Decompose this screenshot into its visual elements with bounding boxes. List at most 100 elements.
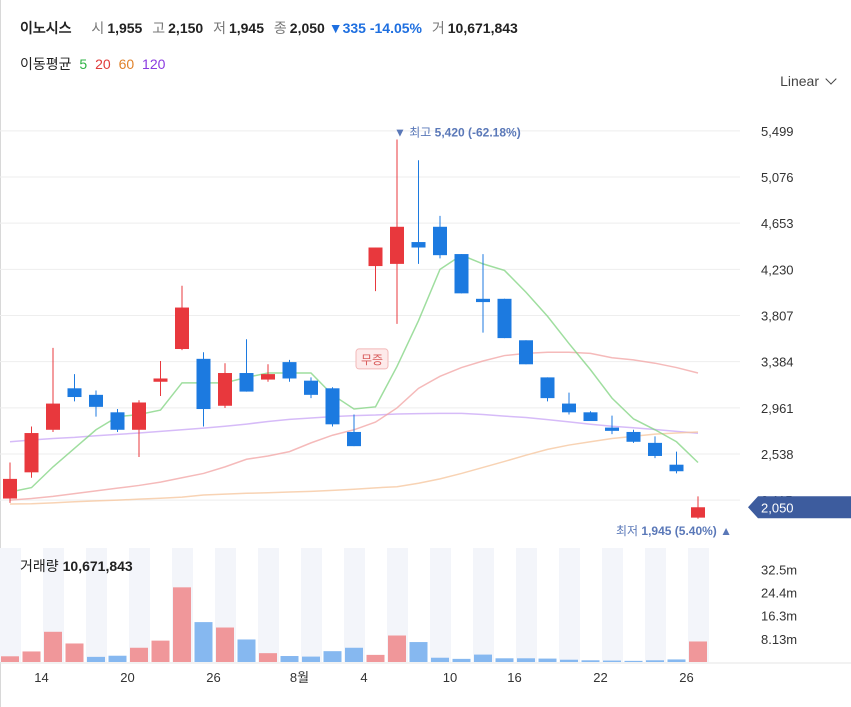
high-annotation-prefix: ▼ 최고	[394, 125, 435, 139]
ma-legend-5[interactable]: 5	[79, 56, 88, 72]
candle-body	[562, 403, 576, 413]
volume-bar	[323, 651, 342, 662]
volume-bar	[237, 639, 256, 662]
event-badge	[355, 348, 389, 370]
price-header: 이노시스 시 1,955 고 2,150 저 1,945 종 2,050 ▼335 -1…	[20, 18, 518, 38]
volume-band	[688, 548, 709, 662]
y-tick-label: 4,230	[761, 262, 794, 277]
volume-bar	[603, 660, 621, 662]
x-tick-label: 14	[34, 670, 48, 685]
volume-bar	[194, 622, 213, 662]
volume-bar	[259, 653, 277, 662]
candle-body	[669, 464, 684, 472]
volume-bar	[302, 656, 320, 662]
y-tick-label: 2,961	[761, 401, 794, 416]
ma-legend-120[interactable]: 120	[142, 56, 166, 72]
y-tick-label: 5,499	[761, 124, 794, 139]
x-tick-label: 16	[507, 670, 521, 685]
volume-tick-label: 24.4m	[761, 585, 797, 600]
y-tick-label: 5,076	[761, 170, 794, 185]
volume-band	[473, 548, 494, 662]
volume-band	[559, 548, 580, 662]
ma-legend-60[interactable]: 60	[118, 56, 135, 72]
volume-band	[344, 548, 365, 662]
y-tick-label: 3,807	[761, 309, 794, 324]
scale-dropdown[interactable]: Linear	[780, 73, 837, 89]
volume-title-label: 거래량	[20, 558, 59, 574]
candle-body	[691, 507, 705, 518]
candle-body	[175, 307, 189, 350]
candle-body	[540, 377, 555, 399]
x-tick-label: 4	[360, 670, 367, 685]
candle-body	[347, 431, 361, 447]
candle-body	[132, 402, 146, 430]
candle-body	[519, 340, 533, 365]
volume-bar	[474, 654, 492, 662]
candle-body	[3, 478, 17, 499]
stock-name: 이노시스	[20, 20, 72, 36]
volume-tick-label: 32.5m	[761, 562, 797, 577]
volume-bar	[1, 656, 19, 662]
volume-bar	[452, 658, 471, 662]
volume-bar	[130, 647, 148, 662]
candle-body	[24, 433, 39, 473]
volume-label: 거	[431, 20, 445, 36]
x-tick-label: 20	[120, 670, 134, 685]
close-value: 2,050	[289, 20, 325, 36]
volume-bar	[409, 642, 428, 662]
close-label: 종	[273, 20, 287, 36]
volume-bar	[581, 660, 600, 662]
candle-body	[110, 412, 125, 430]
volume-bar	[624, 660, 643, 662]
volume-band	[387, 548, 408, 662]
y-tick-label: 4,653	[761, 216, 794, 231]
candle-body	[239, 373, 254, 392]
volume-band	[129, 548, 150, 662]
volume-bar	[538, 658, 557, 662]
volume-band	[430, 548, 451, 662]
candle-body	[476, 298, 490, 303]
volume-band	[645, 548, 666, 662]
volume-bar	[388, 635, 406, 662]
candle-body	[648, 442, 662, 456]
low-label: 저	[213, 20, 226, 36]
volume-bar	[22, 651, 41, 662]
volume-bar	[216, 627, 234, 662]
candle-body	[626, 431, 641, 442]
volume-bar	[65, 643, 84, 662]
low-value: 1,945	[228, 20, 265, 36]
open-label: 시	[91, 20, 105, 36]
ma-legend-label: 이동평균	[20, 56, 72, 72]
volume-bar	[87, 656, 105, 662]
ma5-line	[9, 254, 699, 493]
volume-bar	[108, 655, 127, 662]
ma-legend-20[interactable]: 20	[95, 56, 111, 72]
candle-body	[368, 247, 383, 267]
x-tick-label: 10	[443, 670, 457, 685]
volume-bar	[280, 656, 299, 662]
candle-body	[433, 226, 447, 256]
x-tick-label: 22	[593, 670, 607, 685]
volume-band	[258, 548, 279, 662]
volume-title-value: 10,671,843	[62, 558, 133, 574]
panel-border	[0, 0, 1, 707]
x-tick-label: 26	[679, 670, 693, 685]
scale-dropdown-label: Linear	[780, 73, 819, 89]
candle-body	[261, 374, 275, 380]
high-annotation: ▼ 최고 5,420 (-62.18%)	[394, 125, 521, 139]
candle-body	[218, 373, 232, 406]
volume-bar	[517, 658, 535, 662]
candle-body	[411, 242, 426, 248]
volume-band	[86, 548, 107, 662]
high-annotation-value: 5,420 (-62.18%)	[435, 125, 521, 139]
volume-bar	[431, 657, 449, 662]
volume-bar	[646, 660, 664, 662]
candle-body	[282, 362, 297, 379]
y-tick-label: 2,538	[761, 447, 794, 462]
current-price-tag	[748, 496, 851, 519]
candle-body	[89, 394, 103, 407]
candle-body	[454, 254, 469, 294]
volume-tick-label: 8.13m	[761, 632, 797, 647]
open-value: 1,955	[107, 20, 143, 36]
